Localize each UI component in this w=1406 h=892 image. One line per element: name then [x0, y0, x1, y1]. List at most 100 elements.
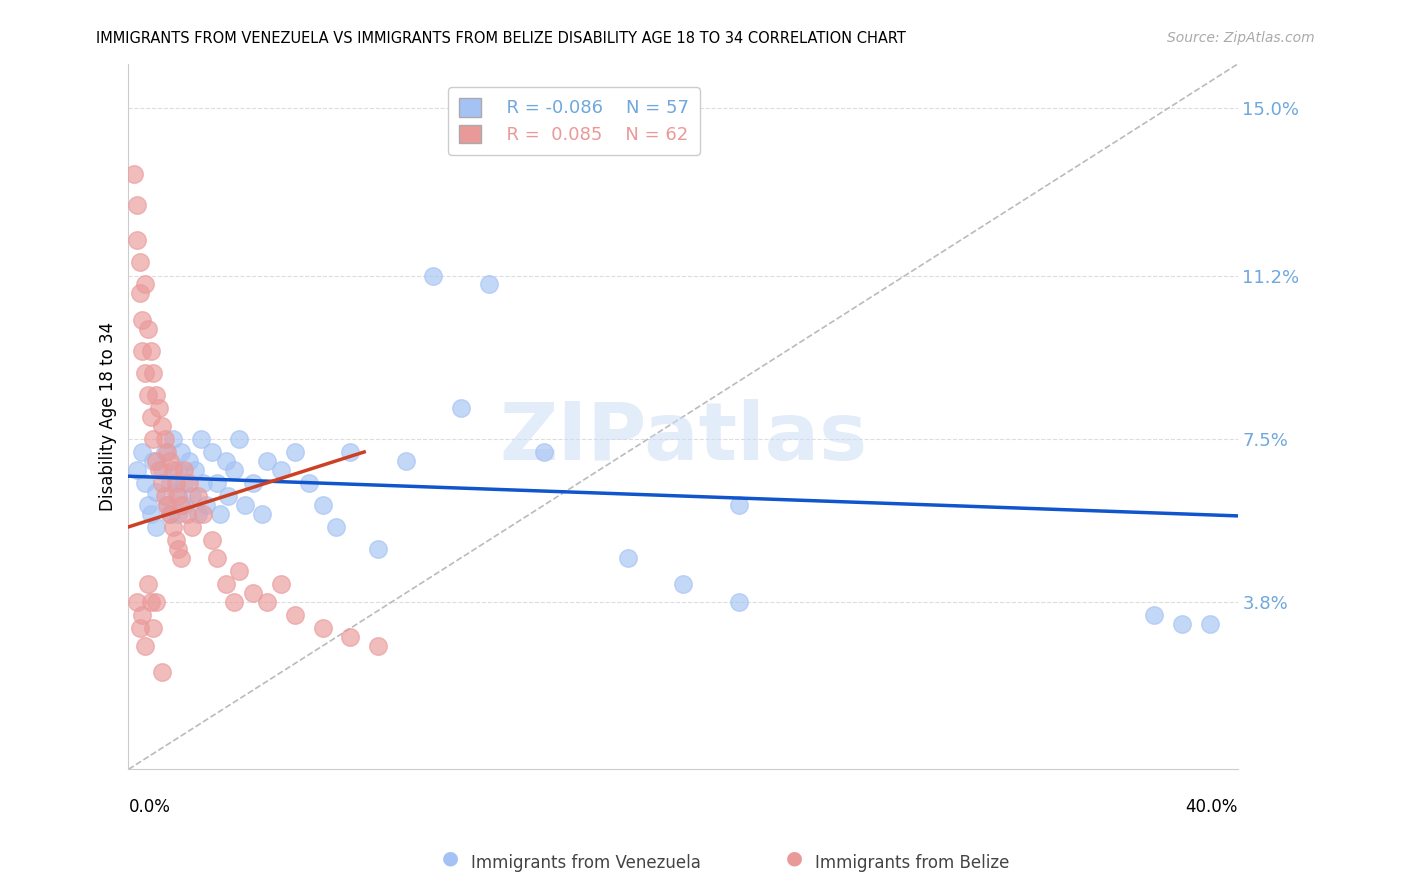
Point	[187, 489, 209, 503]
Point	[136, 387, 159, 401]
Point	[214, 577, 236, 591]
Point	[367, 541, 389, 556]
Point	[533, 445, 555, 459]
Point	[170, 498, 193, 512]
Point	[162, 432, 184, 446]
Point	[367, 639, 389, 653]
Point	[727, 498, 749, 512]
Point	[159, 454, 181, 468]
Point	[242, 586, 264, 600]
Point	[150, 475, 173, 490]
Point	[150, 462, 173, 476]
Point	[134, 277, 156, 292]
Point	[170, 550, 193, 565]
Point	[145, 454, 167, 468]
Point	[156, 445, 179, 459]
Point	[162, 462, 184, 476]
Point	[145, 387, 167, 401]
Point	[153, 432, 176, 446]
Point	[122, 167, 145, 181]
Point	[125, 233, 148, 247]
Point	[179, 454, 201, 468]
Point	[170, 445, 193, 459]
Point	[616, 550, 638, 565]
Point	[228, 564, 250, 578]
Point	[167, 507, 190, 521]
Text: ●: ●	[786, 848, 803, 867]
Point	[128, 255, 150, 269]
Point	[159, 507, 181, 521]
Point	[193, 475, 215, 490]
Point	[131, 445, 153, 459]
Point	[150, 418, 173, 433]
Point	[142, 454, 165, 468]
Point	[1171, 616, 1194, 631]
Point	[150, 665, 173, 680]
Point	[256, 454, 278, 468]
Point	[228, 432, 250, 446]
Point	[190, 432, 212, 446]
Point	[134, 475, 156, 490]
Point	[270, 577, 292, 591]
Point	[208, 507, 231, 521]
Point	[201, 445, 224, 459]
Point	[153, 445, 176, 459]
Point	[162, 520, 184, 534]
Text: ZIPatlas: ZIPatlas	[499, 399, 868, 477]
Point	[311, 498, 333, 512]
Point	[167, 489, 190, 503]
Point	[233, 498, 256, 512]
Point	[395, 454, 418, 468]
Point	[145, 484, 167, 499]
Point	[125, 595, 148, 609]
Point	[142, 432, 165, 446]
Point	[136, 321, 159, 335]
Point	[156, 498, 179, 512]
Point	[1199, 616, 1222, 631]
Point	[139, 343, 162, 358]
Point	[139, 507, 162, 521]
Point	[139, 595, 162, 609]
Point	[187, 507, 209, 521]
Point	[136, 577, 159, 591]
Text: ●: ●	[441, 848, 458, 867]
Point	[125, 462, 148, 476]
Point	[173, 498, 195, 512]
Point	[153, 489, 176, 503]
Point	[156, 498, 179, 512]
Point	[173, 475, 195, 490]
Text: Source: ZipAtlas.com: Source: ZipAtlas.com	[1167, 31, 1315, 45]
Point	[727, 595, 749, 609]
Point	[325, 520, 347, 534]
Point	[148, 401, 170, 415]
Point	[142, 366, 165, 380]
Point	[256, 595, 278, 609]
Point	[131, 608, 153, 623]
Point	[1143, 608, 1166, 623]
Point	[128, 286, 150, 301]
Point	[270, 462, 292, 476]
Point	[422, 268, 444, 283]
Point	[339, 630, 361, 644]
Point	[205, 475, 228, 490]
Point	[131, 343, 153, 358]
Text: Immigrants from Belize: Immigrants from Belize	[815, 855, 1010, 872]
Point	[184, 462, 207, 476]
Point	[205, 550, 228, 565]
Point	[214, 454, 236, 468]
Point	[298, 475, 321, 490]
Point	[339, 445, 361, 459]
Point	[193, 507, 215, 521]
Point	[672, 577, 695, 591]
Point	[148, 462, 170, 476]
Text: Immigrants from Venezuela: Immigrants from Venezuela	[471, 855, 700, 872]
Point	[181, 489, 204, 503]
Point	[217, 489, 239, 503]
Point	[142, 621, 165, 635]
Point	[173, 462, 195, 476]
Point	[165, 475, 187, 490]
Point	[128, 621, 150, 635]
Point	[176, 507, 198, 521]
Point	[222, 595, 245, 609]
Point	[139, 409, 162, 424]
